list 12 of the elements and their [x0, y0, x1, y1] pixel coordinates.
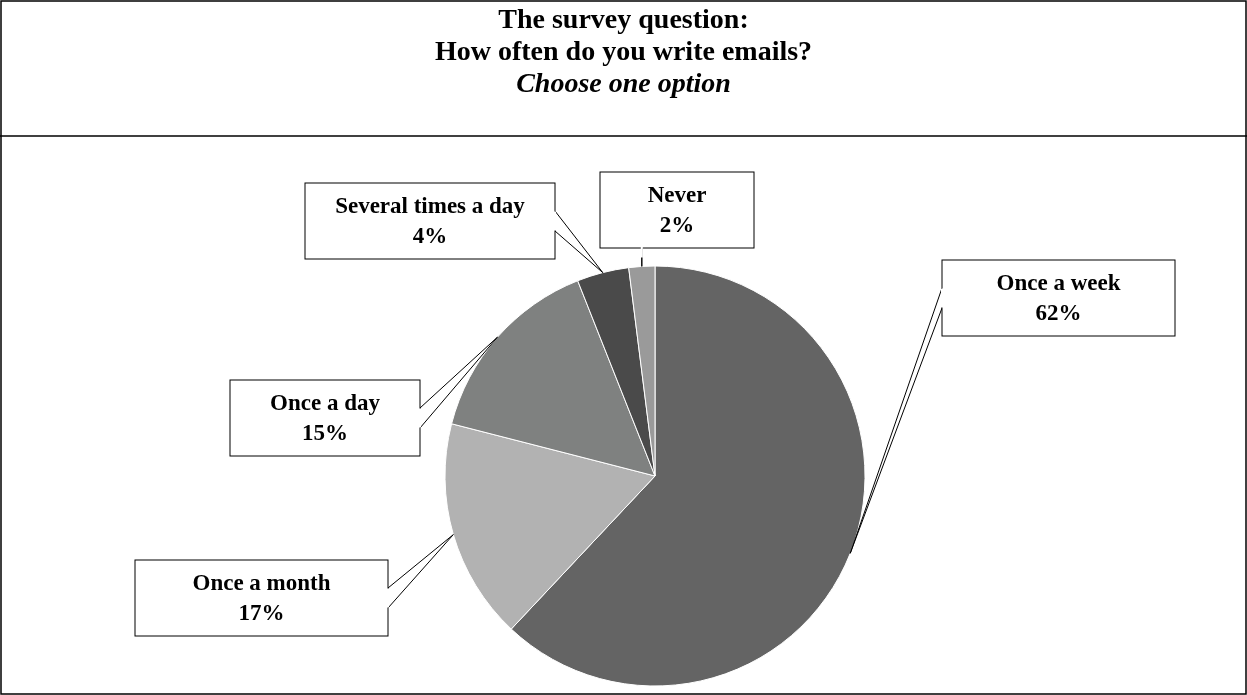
slice-label: Once a week — [996, 270, 1121, 295]
chart-subtitle: Choose one option — [516, 67, 731, 98]
data-label: 62% — [1035, 300, 1082, 325]
data-label: 2% — [659, 212, 695, 237]
slice-label: Once a month — [192, 570, 331, 595]
data-label: 15% — [302, 420, 348, 445]
slice-label: Never — [647, 182, 707, 207]
slice-label: Several times a day — [335, 193, 526, 218]
data-label: 4% — [412, 223, 448, 248]
slice-label: Once a day — [270, 390, 381, 415]
chart-title: The survey question: How often do you write emails? — [434, 3, 813, 66]
data-label: 17% — [238, 600, 285, 625]
